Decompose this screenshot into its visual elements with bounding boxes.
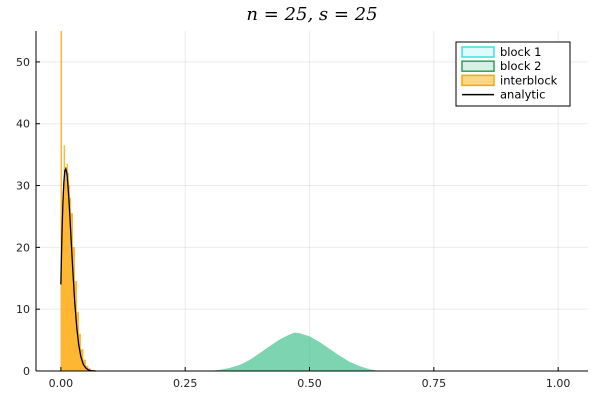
y-tick-label: 50: [16, 56, 30, 69]
legend-label-block-2: block 2: [500, 59, 542, 73]
x-tick-label: 0.25: [173, 377, 198, 390]
y-tick-label: 40: [16, 118, 30, 131]
ticks: 0.00 0.25 0.50 0.75 1.00 0 10 20 30 40 50: [16, 56, 570, 390]
series-block-2-area: [210, 332, 380, 371]
legend-swatch-block-2: [461, 60, 495, 72]
x-tick-label: 0.00: [49, 377, 74, 390]
x-tick-label: 0.50: [297, 377, 322, 390]
chart-title: n = 25, s = 25: [246, 4, 377, 25]
x-tick-label: 1.00: [546, 377, 571, 390]
series-layer: [60, 30, 380, 372]
legend-swatch-interblock: [461, 74, 495, 87]
legend-label-block-1: block 1: [500, 45, 542, 59]
y-tick-label: 20: [16, 241, 30, 254]
legend-swatch-block-1: [461, 46, 495, 58]
y-tick-label: 30: [16, 180, 30, 193]
series-interblock-area: [60, 30, 96, 372]
legend-label-interblock: interblock: [500, 73, 558, 87]
x-tick-label: 0.75: [422, 377, 447, 390]
y-tick-label: 10: [16, 303, 30, 316]
series-analytic-line: [60, 167, 96, 372]
legend-label-analytic: analytic: [500, 88, 545, 102]
y-tick-label: 0: [23, 365, 30, 378]
axes: [35, 31, 588, 372]
